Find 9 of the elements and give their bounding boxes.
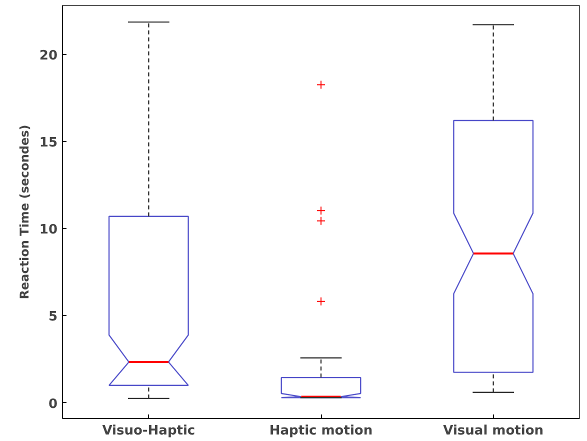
y-tick-label: 10 bbox=[39, 222, 58, 238]
y-tick-label: 20 bbox=[39, 48, 58, 64]
x-tick-label: Visuo-Haptic bbox=[102, 424, 196, 438]
y-axis-title: Reaction Time (secondes) bbox=[17, 124, 32, 300]
y-tick-label: 0 bbox=[48, 396, 58, 412]
x-tick-label: Haptic motion bbox=[269, 424, 373, 438]
y-tick-label: 15 bbox=[39, 135, 58, 150]
x-tick-label: Visual motion bbox=[443, 424, 544, 438]
y-tick-label: 5 bbox=[48, 310, 58, 325]
